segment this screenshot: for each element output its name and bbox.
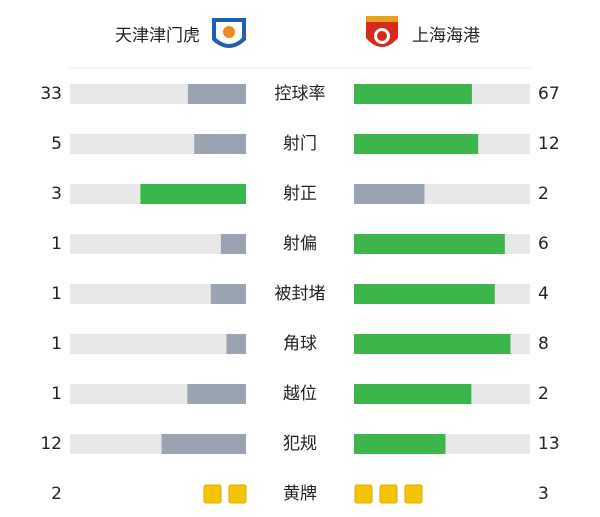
home-bar <box>220 234 246 254</box>
home-card <box>228 484 247 504</box>
home-bar <box>194 134 246 154</box>
away-team: 上海海港 <box>412 26 480 46</box>
away-bar <box>354 234 505 254</box>
stat-label: 射正 <box>283 184 317 204</box>
stat-label: 射门 <box>283 134 317 154</box>
track <box>70 284 246 304</box>
away-bar <box>354 284 495 304</box>
home-value: 1 <box>51 234 62 254</box>
away-value: 13 <box>538 434 560 454</box>
track <box>70 334 246 354</box>
away-card <box>379 484 398 504</box>
home-bar <box>161 434 246 454</box>
away-card <box>354 484 373 504</box>
away-value: 67 <box>538 84 560 104</box>
home-bar <box>187 384 246 404</box>
away-value: 12 <box>538 134 560 154</box>
stat-label: 射偏 <box>283 234 317 254</box>
home-value: 1 <box>51 384 62 404</box>
stat-label: 控球率 <box>275 84 326 104</box>
away-bar <box>354 84 472 104</box>
stat-label: 黄牌 <box>283 484 317 504</box>
away-value: 6 <box>538 234 549 254</box>
home-team: 天津津门虎 <box>115 26 200 46</box>
away-value: 3 <box>538 484 549 504</box>
away-bar <box>354 184 425 204</box>
away-value: 2 <box>538 384 549 404</box>
away-value: 8 <box>538 334 549 354</box>
home-value: 5 <box>51 134 62 154</box>
stat-label: 角球 <box>283 334 317 354</box>
stat-label: 犯规 <box>283 434 317 454</box>
away-value: 4 <box>538 284 549 304</box>
away-value: 2 <box>538 184 549 204</box>
home-card <box>203 484 222 504</box>
home-bar <box>226 334 246 354</box>
home-logo <box>212 18 246 48</box>
away-bar <box>354 384 472 404</box>
home-value: 12 <box>40 434 62 454</box>
stat-label: 被封堵 <box>275 284 326 304</box>
home-value: 2 <box>51 484 62 504</box>
stat-label: 越位 <box>283 384 317 404</box>
away-logo <box>366 16 398 47</box>
home-value: 33 <box>40 84 62 104</box>
home-value: 3 <box>51 184 62 204</box>
away-bar <box>354 134 479 154</box>
away-card <box>404 484 423 504</box>
track <box>70 234 246 254</box>
away-bar <box>354 334 511 354</box>
home-value: 1 <box>51 284 62 304</box>
home-bar <box>140 184 246 204</box>
away-bar <box>354 434 446 454</box>
home-value: 1 <box>51 334 62 354</box>
home-bar <box>187 84 246 104</box>
home-bar <box>210 284 246 304</box>
